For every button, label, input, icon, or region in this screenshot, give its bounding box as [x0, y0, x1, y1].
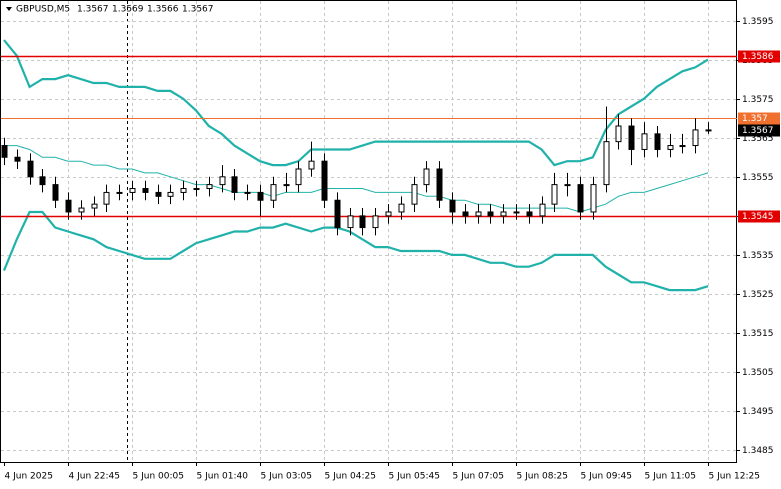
candle-body [142, 188, 149, 193]
candle-body [206, 184, 213, 190]
candle-body [475, 211, 482, 217]
x-tick-label: 5 Jun 08:25 [517, 472, 568, 482]
x-tick-label: 5 Jun 01:40 [197, 472, 249, 482]
axes: 1.35951.35851.35751.35651.35551.35451.35… [4, 17, 780, 482]
candle-body [359, 215, 366, 229]
candle-body [321, 160, 328, 201]
candle-body [295, 168, 302, 186]
candle-body [577, 184, 584, 213]
candle-body [436, 168, 443, 201]
candle-body [91, 203, 98, 209]
y-tick-label: 1.3525 [742, 290, 774, 300]
x-tick-label: 5 Jun 05:45 [389, 472, 440, 482]
candle-body [129, 188, 136, 193]
candle-body [705, 129, 712, 132]
price-tag [738, 124, 780, 137]
candle-body [308, 160, 315, 170]
x-tick-label: 5 Jun 00:05 [133, 472, 184, 482]
candle-body [603, 141, 610, 186]
candle-body [564, 184, 571, 187]
level-tag [738, 210, 780, 223]
candle-body [52, 184, 59, 201]
ohlc-low: 1.3566 [147, 5, 179, 15]
y-tick-label: 1.3575 [742, 95, 774, 105]
ohlc-close: 1.3567 [182, 5, 214, 15]
candle-body [500, 211, 507, 217]
x-tick-label: 5 Jun 03:05 [261, 472, 312, 482]
candle-body [462, 211, 469, 217]
candle-body [257, 191, 264, 201]
x-tick-label: 5 Jun 09:45 [581, 472, 632, 482]
x-tick-label: 5 Jun 11:05 [645, 472, 696, 482]
candle-body [692, 129, 699, 147]
menu-arrow [6, 7, 12, 11]
candle-body [590, 184, 597, 213]
level-tag-label: 1.3545 [742, 212, 774, 222]
candle-body [244, 191, 251, 194]
candle-body [39, 176, 46, 186]
candle-body [14, 156, 21, 162]
candle-body [551, 184, 558, 205]
plot-frame [0, 0, 737, 463]
candle-body [231, 176, 238, 193]
candle-body [372, 215, 379, 229]
candle-body [513, 211, 520, 214]
candle-body [398, 203, 405, 213]
level-tag [738, 50, 780, 63]
candle-body [116, 191, 123, 194]
price-tag-label: 1.3567 [742, 126, 774, 136]
candle-body [628, 125, 635, 150]
candle-body [193, 188, 200, 191]
candle-body [1, 145, 8, 158]
level-tag-label: 1.3586 [742, 52, 774, 62]
x-tick-label: 5 Jun 04:25 [325, 472, 376, 482]
candle-body [449, 199, 456, 213]
candle-body [334, 199, 341, 229]
candle-body [103, 191, 110, 205]
candle-body [385, 211, 392, 217]
candle-body [155, 191, 162, 197]
candle-body [679, 145, 686, 148]
candle-body [423, 168, 430, 186]
candle-body [487, 211, 494, 217]
candle-body [641, 133, 648, 150]
y-tick-label: 1.3505 [742, 368, 774, 378]
candle-body [167, 191, 174, 197]
marks [1, 39, 737, 292]
candle-body [65, 199, 72, 213]
candle-body [615, 125, 622, 143]
y-tick-label: 1.3595 [742, 17, 774, 27]
x-tick-label: 4 Jun 2025 [5, 472, 53, 482]
band-line [3, 39, 709, 167]
y-tick-label: 1.3495 [742, 407, 774, 417]
level-tag [738, 112, 780, 125]
candle-body [78, 207, 85, 213]
ohlc-high: 1.3569 [112, 5, 144, 15]
y-tick-label: 1.3555 [742, 173, 774, 183]
candle-body [526, 211, 533, 217]
candle-body [654, 133, 661, 150]
y-tick-label: 1.3515 [742, 329, 774, 339]
candle-body [180, 188, 187, 193]
y-tick-label: 1.3485 [742, 446, 774, 456]
candle-body [27, 160, 34, 178]
ohlc-open: 1.3567 [77, 5, 109, 15]
y-tick-label: 1.3565 [742, 134, 774, 144]
candle-body [539, 203, 546, 217]
x-tick-label: 5 Jun 12:25 [709, 472, 760, 482]
level-tag-label: 1.357 [742, 114, 768, 124]
candle-body [411, 184, 418, 205]
symbol: GBPUSD,M5 [16, 5, 70, 15]
x-tick-label: 5 Jun 07:05 [453, 472, 504, 482]
candle-body [219, 176, 226, 186]
x-tick-label: 4 Jun 22:45 [69, 472, 120, 482]
candle-body [667, 145, 674, 150]
candle-body [283, 184, 290, 187]
candle-body [270, 184, 277, 201]
y-tick-label: 1.3535 [742, 251, 774, 261]
candle-body [347, 215, 354, 229]
band-line [2, 210, 709, 292]
